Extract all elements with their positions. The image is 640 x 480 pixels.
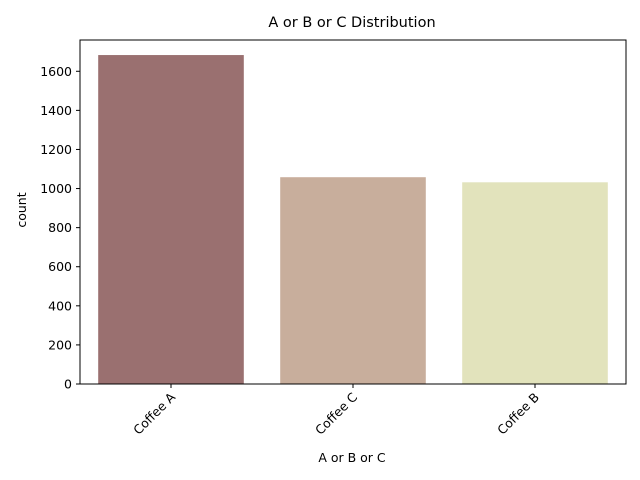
x-tick-label: Coffee C — [312, 389, 360, 437]
x-axis-label: A or B or C — [318, 450, 386, 465]
plot-frame — [79, 39, 627, 385]
y-tick-label: 1600 — [40, 64, 72, 79]
bar-coffee-c — [280, 177, 426, 384]
y-tick-label: 200 — [48, 337, 72, 352]
y-tick-label: 800 — [48, 220, 72, 235]
y-tick-label: 1200 — [40, 142, 72, 157]
bar-coffee-b — [462, 182, 608, 384]
y-axis-label: count — [14, 192, 29, 227]
y-tick-label: 1400 — [40, 103, 72, 118]
x-tick-label: Coffee A — [130, 389, 178, 437]
bars-group — [98, 55, 608, 385]
y-tick-label: 400 — [48, 298, 72, 313]
x-tick-label: Coffee B — [494, 390, 542, 438]
x-ticks-group: Coffee A Coffee C Coffee B — [130, 384, 542, 438]
y-tick-label: 1000 — [40, 181, 72, 196]
y-tick-label: 600 — [48, 259, 72, 274]
bar-coffee-a — [98, 55, 244, 385]
y-ticks-group: 0 200 400 600 800 1000 1200 1400 1600 — [40, 64, 80, 392]
chart-title: A or B or C Distribution — [268, 15, 435, 31]
y-tick-label: 0 — [64, 377, 72, 392]
